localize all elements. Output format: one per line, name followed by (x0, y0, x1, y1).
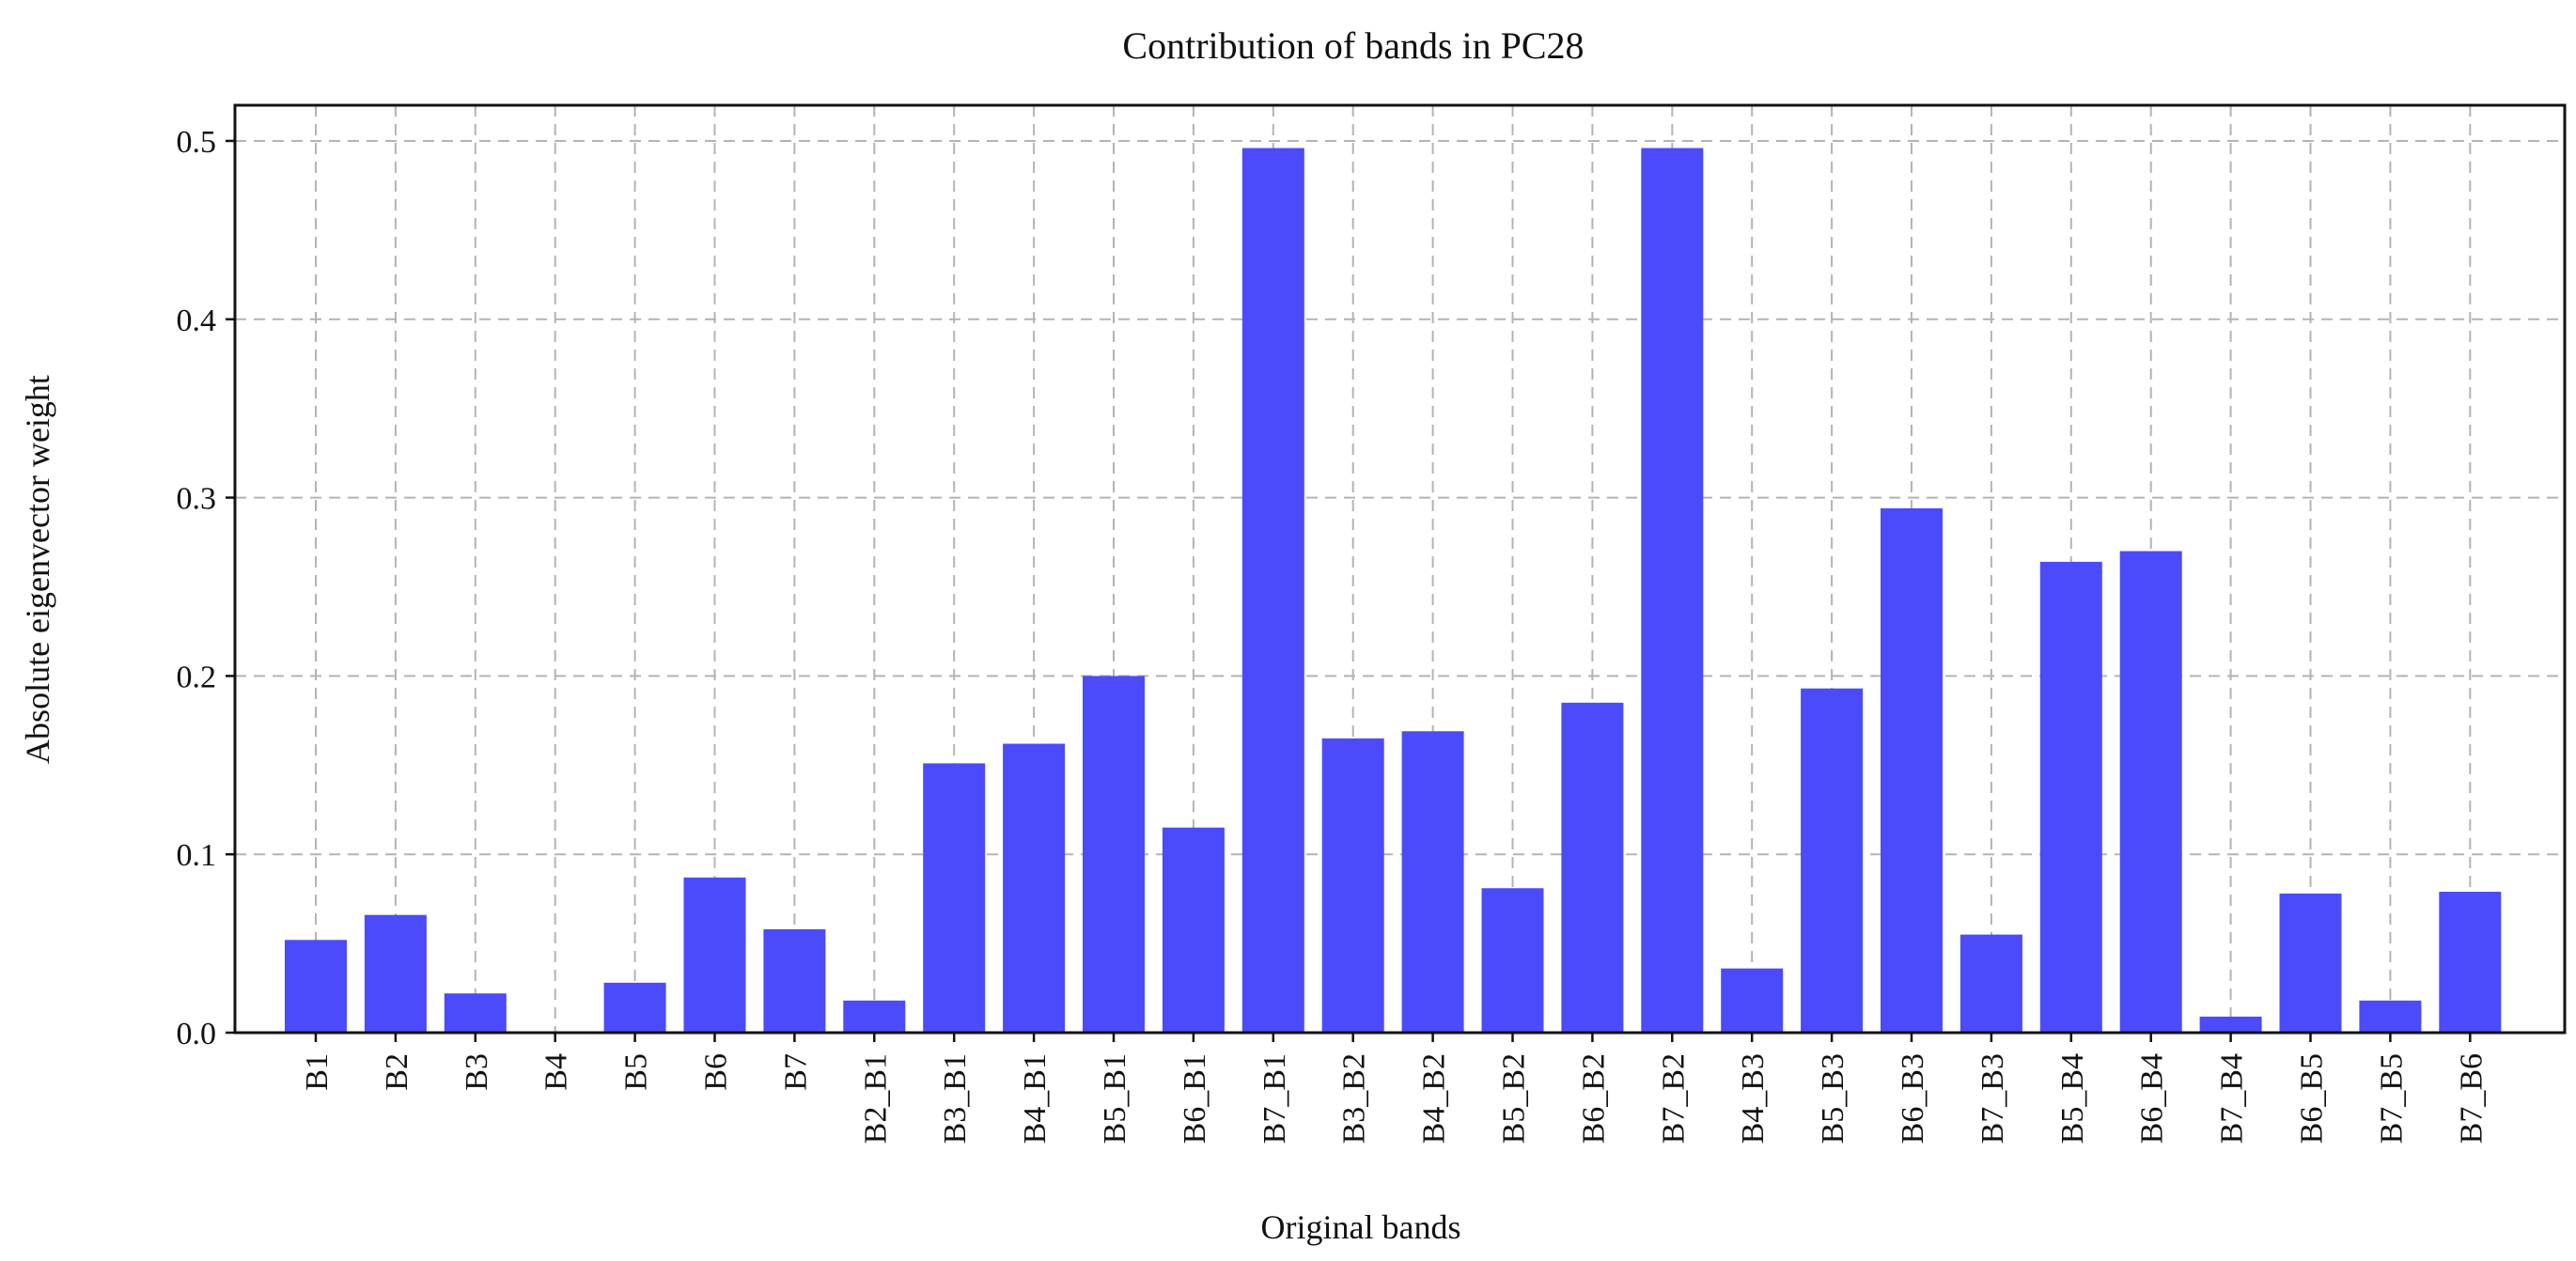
bar-b2 (364, 914, 427, 1033)
x-tick-label: B6_B2 (1576, 1053, 1611, 1144)
x-tick-label: B7_B4 (2215, 1053, 2250, 1144)
x-tick-label: B5_B3 (1816, 1053, 1850, 1144)
x-tick-label: B1 (300, 1053, 335, 1091)
y-tick-label: 0.2 (177, 660, 217, 694)
bar-b7-b5 (2359, 1000, 2422, 1033)
x-tick-label: B6_B5 (2295, 1053, 2330, 1144)
x-tick-label: B7_B3 (1975, 1053, 2010, 1144)
bar-b6 (683, 877, 746, 1033)
bar-b6-b2 (1561, 702, 1624, 1033)
x-tick-label: B5_B4 (2055, 1053, 2090, 1144)
x-tick-label: B3_B1 (938, 1053, 973, 1144)
x-axis: B1 B2 B3 B4 B5 B6 B7 B2_B1 B3_B1 B4_B1 B5_B1 B6_B1 B… (300, 1033, 2489, 1144)
bar-b5-b1 (1083, 676, 1145, 1033)
x-tick-label: B4_B1 (1018, 1053, 1053, 1144)
bar-b6-b5 (2279, 893, 2342, 1033)
bar-b7-b6 (2439, 892, 2502, 1033)
x-tick-label: B4_B3 (1736, 1053, 1771, 1144)
x-tick-label: B2_B1 (858, 1053, 893, 1144)
bar-b7-b3 (1959, 934, 2022, 1033)
x-tick-label: B3_B2 (1337, 1053, 1372, 1144)
bar-b6-b3 (1881, 507, 1943, 1033)
x-tick-label: B2 (380, 1053, 414, 1091)
bar-b4-b1 (1003, 743, 1066, 1033)
x-tick-label: B4 (539, 1053, 574, 1091)
x-tick-label: B7_B1 (1257, 1053, 1292, 1144)
plot-frame (233, 103, 2567, 1035)
bar-b7 (763, 928, 826, 1033)
bar-b3-b2 (1321, 738, 1384, 1033)
bar-b5-b3 (1801, 688, 1864, 1033)
bar-b5 (603, 982, 666, 1033)
bar-b3 (444, 993, 507, 1033)
y-tick-label: 0.3 (177, 482, 217, 517)
bar-b7-b2 (1641, 148, 1704, 1034)
x-tick-label: B6_B1 (1178, 1053, 1212, 1144)
y-tick-label: 0.1 (177, 838, 217, 873)
x-tick-label: B5 (619, 1053, 654, 1091)
x-tick-label: B6 (699, 1053, 734, 1091)
x-axis-label: Original bands (1261, 1208, 1461, 1246)
bar-b6-b4 (2119, 551, 2182, 1033)
bar-b5-b4 (2039, 561, 2102, 1033)
x-tick-label: B7_B2 (1656, 1053, 1691, 1144)
bar-b4-b2 (1401, 731, 1464, 1033)
bar-b4-b3 (1721, 968, 1784, 1033)
x-tick-label: B5_B1 (1098, 1053, 1132, 1144)
bar-b7-b4 (2199, 1016, 2262, 1033)
bars (285, 148, 2502, 1034)
y-tick-label: 0.0 (177, 1017, 217, 1051)
bar-b7-b1 (1241, 148, 1304, 1034)
bar-b1 (285, 940, 347, 1033)
x-tick-label: B3 (460, 1053, 494, 1091)
x-tick-label: B4_B2 (1417, 1053, 1452, 1144)
y-tick-label: 0.4 (177, 304, 217, 338)
bar-b5-b2 (1481, 888, 1544, 1033)
bar-b3-b1 (923, 763, 986, 1033)
x-tick-label: B7_B6 (2454, 1053, 2489, 1144)
bar-b2-b1 (843, 1000, 906, 1033)
bar-b6-b1 (1162, 827, 1225, 1033)
y-axis: 0.0 0.1 0.2 0.3 0.4 0.5 (177, 125, 235, 1051)
grid (235, 105, 2565, 1033)
x-tick-label: B6_B4 (2135, 1053, 2170, 1144)
x-tick-label: B7_B5 (2374, 1053, 2409, 1144)
y-axis-label: Absolute eigenvector weight (19, 375, 56, 764)
chart-title: Contribution of bands in PC28 (1122, 24, 1584, 67)
y-tick-label: 0.5 (177, 125, 217, 160)
x-tick-label: B6_B3 (1896, 1053, 1930, 1144)
x-tick-label: B7 (778, 1053, 813, 1091)
x-tick-label: B5_B2 (1497, 1053, 1532, 1144)
